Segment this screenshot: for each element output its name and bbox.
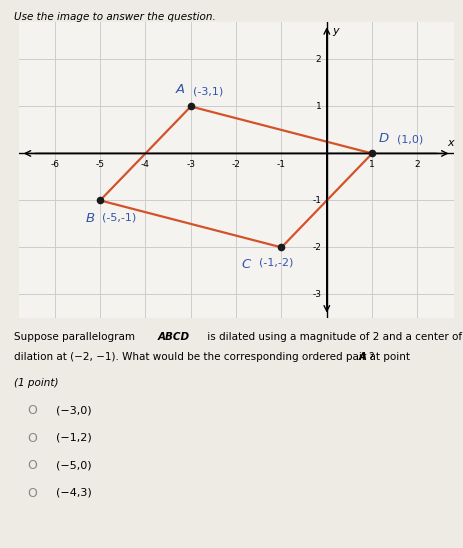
Text: -1: -1	[277, 159, 286, 169]
Text: Suppose parallelogram: Suppose parallelogram	[14, 332, 138, 341]
Text: $\mathbf{\mathit{C}}$: $\mathbf{\mathit{C}}$	[241, 258, 252, 271]
Text: dilation at (−2, −1). What would be the corresponding ordered pair at point: dilation at (−2, −1). What would be the …	[14, 352, 413, 362]
Text: $\mathbf{\mathit{A}}$: $\mathbf{\mathit{A}}$	[175, 83, 186, 96]
Text: x: x	[447, 138, 453, 148]
Text: -5: -5	[96, 159, 105, 169]
Text: (−1,2): (−1,2)	[56, 433, 91, 443]
Text: ABCD: ABCD	[157, 332, 189, 341]
Text: -3: -3	[313, 290, 321, 299]
Text: -2: -2	[232, 159, 241, 169]
Text: -6: -6	[50, 159, 59, 169]
Text: O: O	[27, 487, 38, 500]
Text: 1: 1	[316, 102, 321, 111]
Text: (-3,1): (-3,1)	[193, 86, 223, 96]
Text: -4: -4	[141, 159, 150, 169]
Text: -2: -2	[313, 243, 321, 252]
Text: (-5,-1): (-5,-1)	[102, 212, 137, 222]
Text: y: y	[332, 26, 339, 36]
Text: -3: -3	[186, 159, 195, 169]
Text: (1 point): (1 point)	[14, 378, 58, 388]
Text: (−5,0): (−5,0)	[56, 460, 91, 470]
Text: (-1,-2): (-1,-2)	[259, 258, 293, 268]
Text: is dilated using a magnitude of 2 and a center of: is dilated using a magnitude of 2 and a …	[204, 332, 462, 341]
Text: ?: ?	[368, 352, 374, 362]
Text: $\mathbf{\mathit{B}}$: $\mathbf{\mathit{B}}$	[85, 212, 95, 225]
Text: O: O	[27, 432, 38, 445]
Text: $\mathbf{\mathit{D}}$: $\mathbf{\mathit{D}}$	[378, 132, 389, 145]
Text: -1: -1	[313, 196, 321, 205]
Text: O: O	[27, 404, 38, 418]
Text: A: A	[359, 352, 367, 362]
Text: 2: 2	[316, 55, 321, 64]
Text: (−3,0): (−3,0)	[56, 406, 91, 415]
Text: 2: 2	[415, 159, 420, 169]
Text: (1,0): (1,0)	[397, 135, 423, 145]
Text: (−4,3): (−4,3)	[56, 488, 91, 498]
Text: 1: 1	[369, 159, 375, 169]
Text: O: O	[27, 459, 38, 472]
Text: Use the image to answer the question.: Use the image to answer the question.	[14, 12, 216, 22]
